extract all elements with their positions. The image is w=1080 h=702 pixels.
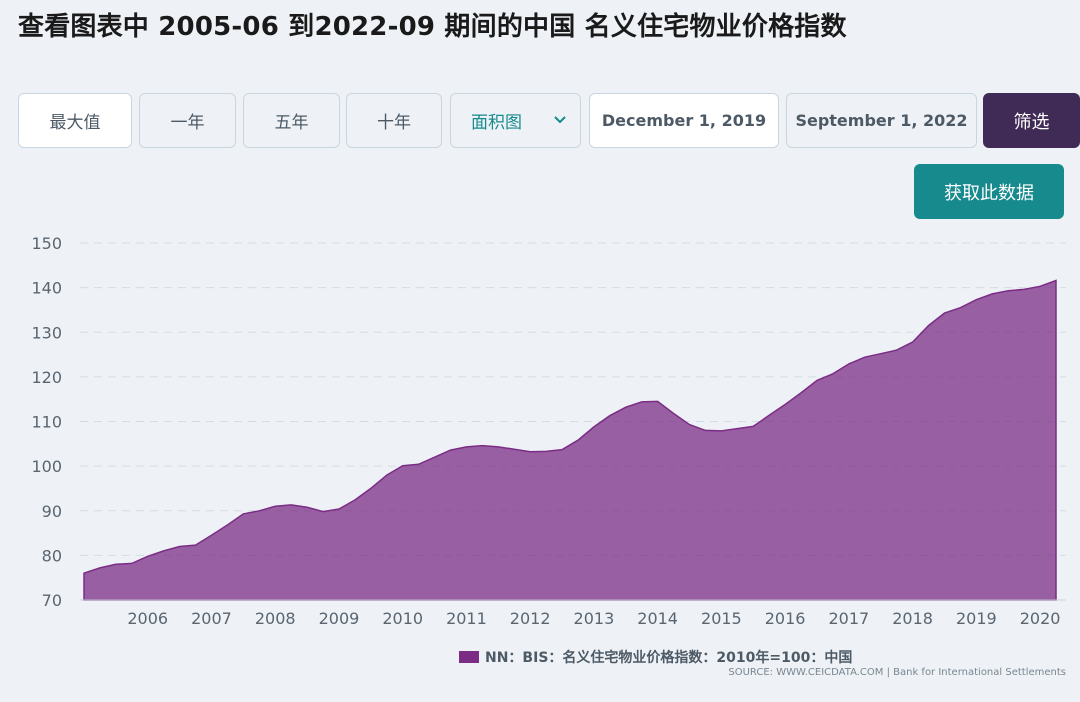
chart-type-label: 面积图	[471, 113, 522, 133]
chart-type-select[interactable]: 面积图	[450, 93, 581, 148]
x-tick-label: 2017	[828, 609, 869, 628]
legend-label: NN：BIS：名义住宅物业价格指数：2010年=100：中国	[485, 650, 853, 666]
range-5y-button[interactable]: 五年	[243, 93, 340, 148]
y-tick-label: 100	[31, 457, 62, 476]
y-tick-label: 150	[31, 234, 62, 253]
x-tick-label: 2008	[255, 609, 296, 628]
y-tick-label: 140	[31, 279, 62, 298]
y-tick-label: 110	[31, 413, 62, 432]
get-data-button[interactable]: 获取此数据	[914, 164, 1064, 219]
y-tick-label: 90	[42, 502, 62, 521]
x-tick-label: 2020	[1020, 609, 1061, 628]
series-area	[83, 279, 1057, 601]
y-tick-label: 130	[31, 323, 62, 342]
range-max-button[interactable]: 最大值	[18, 93, 132, 148]
end-date-input[interactable]: September 1, 2022	[786, 93, 977, 148]
x-tick-label: 2013	[574, 609, 615, 628]
source-note: SOURCE: WWW.CEICDATA.COM | Bank for Inte…	[728, 667, 1066, 678]
chevron-down-icon	[554, 116, 566, 124]
y-tick-label: 80	[42, 546, 62, 565]
filter-button[interactable]: 筛选	[983, 93, 1080, 148]
x-tick-label: 2016	[765, 609, 806, 628]
x-tick-label: 2012	[510, 609, 551, 628]
x-tick-label: 2011	[446, 609, 487, 628]
x-tick-label: 2006	[127, 609, 168, 628]
x-tick-label: 2010	[382, 609, 423, 628]
x-tick-label: 2018	[892, 609, 933, 628]
x-tick-label: 2014	[637, 609, 678, 628]
range-10y-button[interactable]: 十年	[346, 93, 442, 148]
x-tick-label: 2009	[319, 609, 360, 628]
page-title: 查看图表中 2005-06 到2022-09 期间的中国 名义住宅物业价格指数	[18, 12, 847, 42]
legend-swatch	[459, 651, 479, 663]
y-tick-label: 70	[42, 591, 62, 610]
y-tick-label: 120	[31, 368, 62, 387]
start-date-input[interactable]: December 1, 2019	[589, 93, 779, 148]
range-1y-button[interactable]: 一年	[139, 93, 236, 148]
x-tick-label: 2015	[701, 609, 742, 628]
x-tick-label: 2019	[956, 609, 997, 628]
x-tick-label: 2007	[191, 609, 232, 628]
chart-legend: NN：BIS：名义住宅物业价格指数：2010年=100：中国	[459, 647, 852, 667]
